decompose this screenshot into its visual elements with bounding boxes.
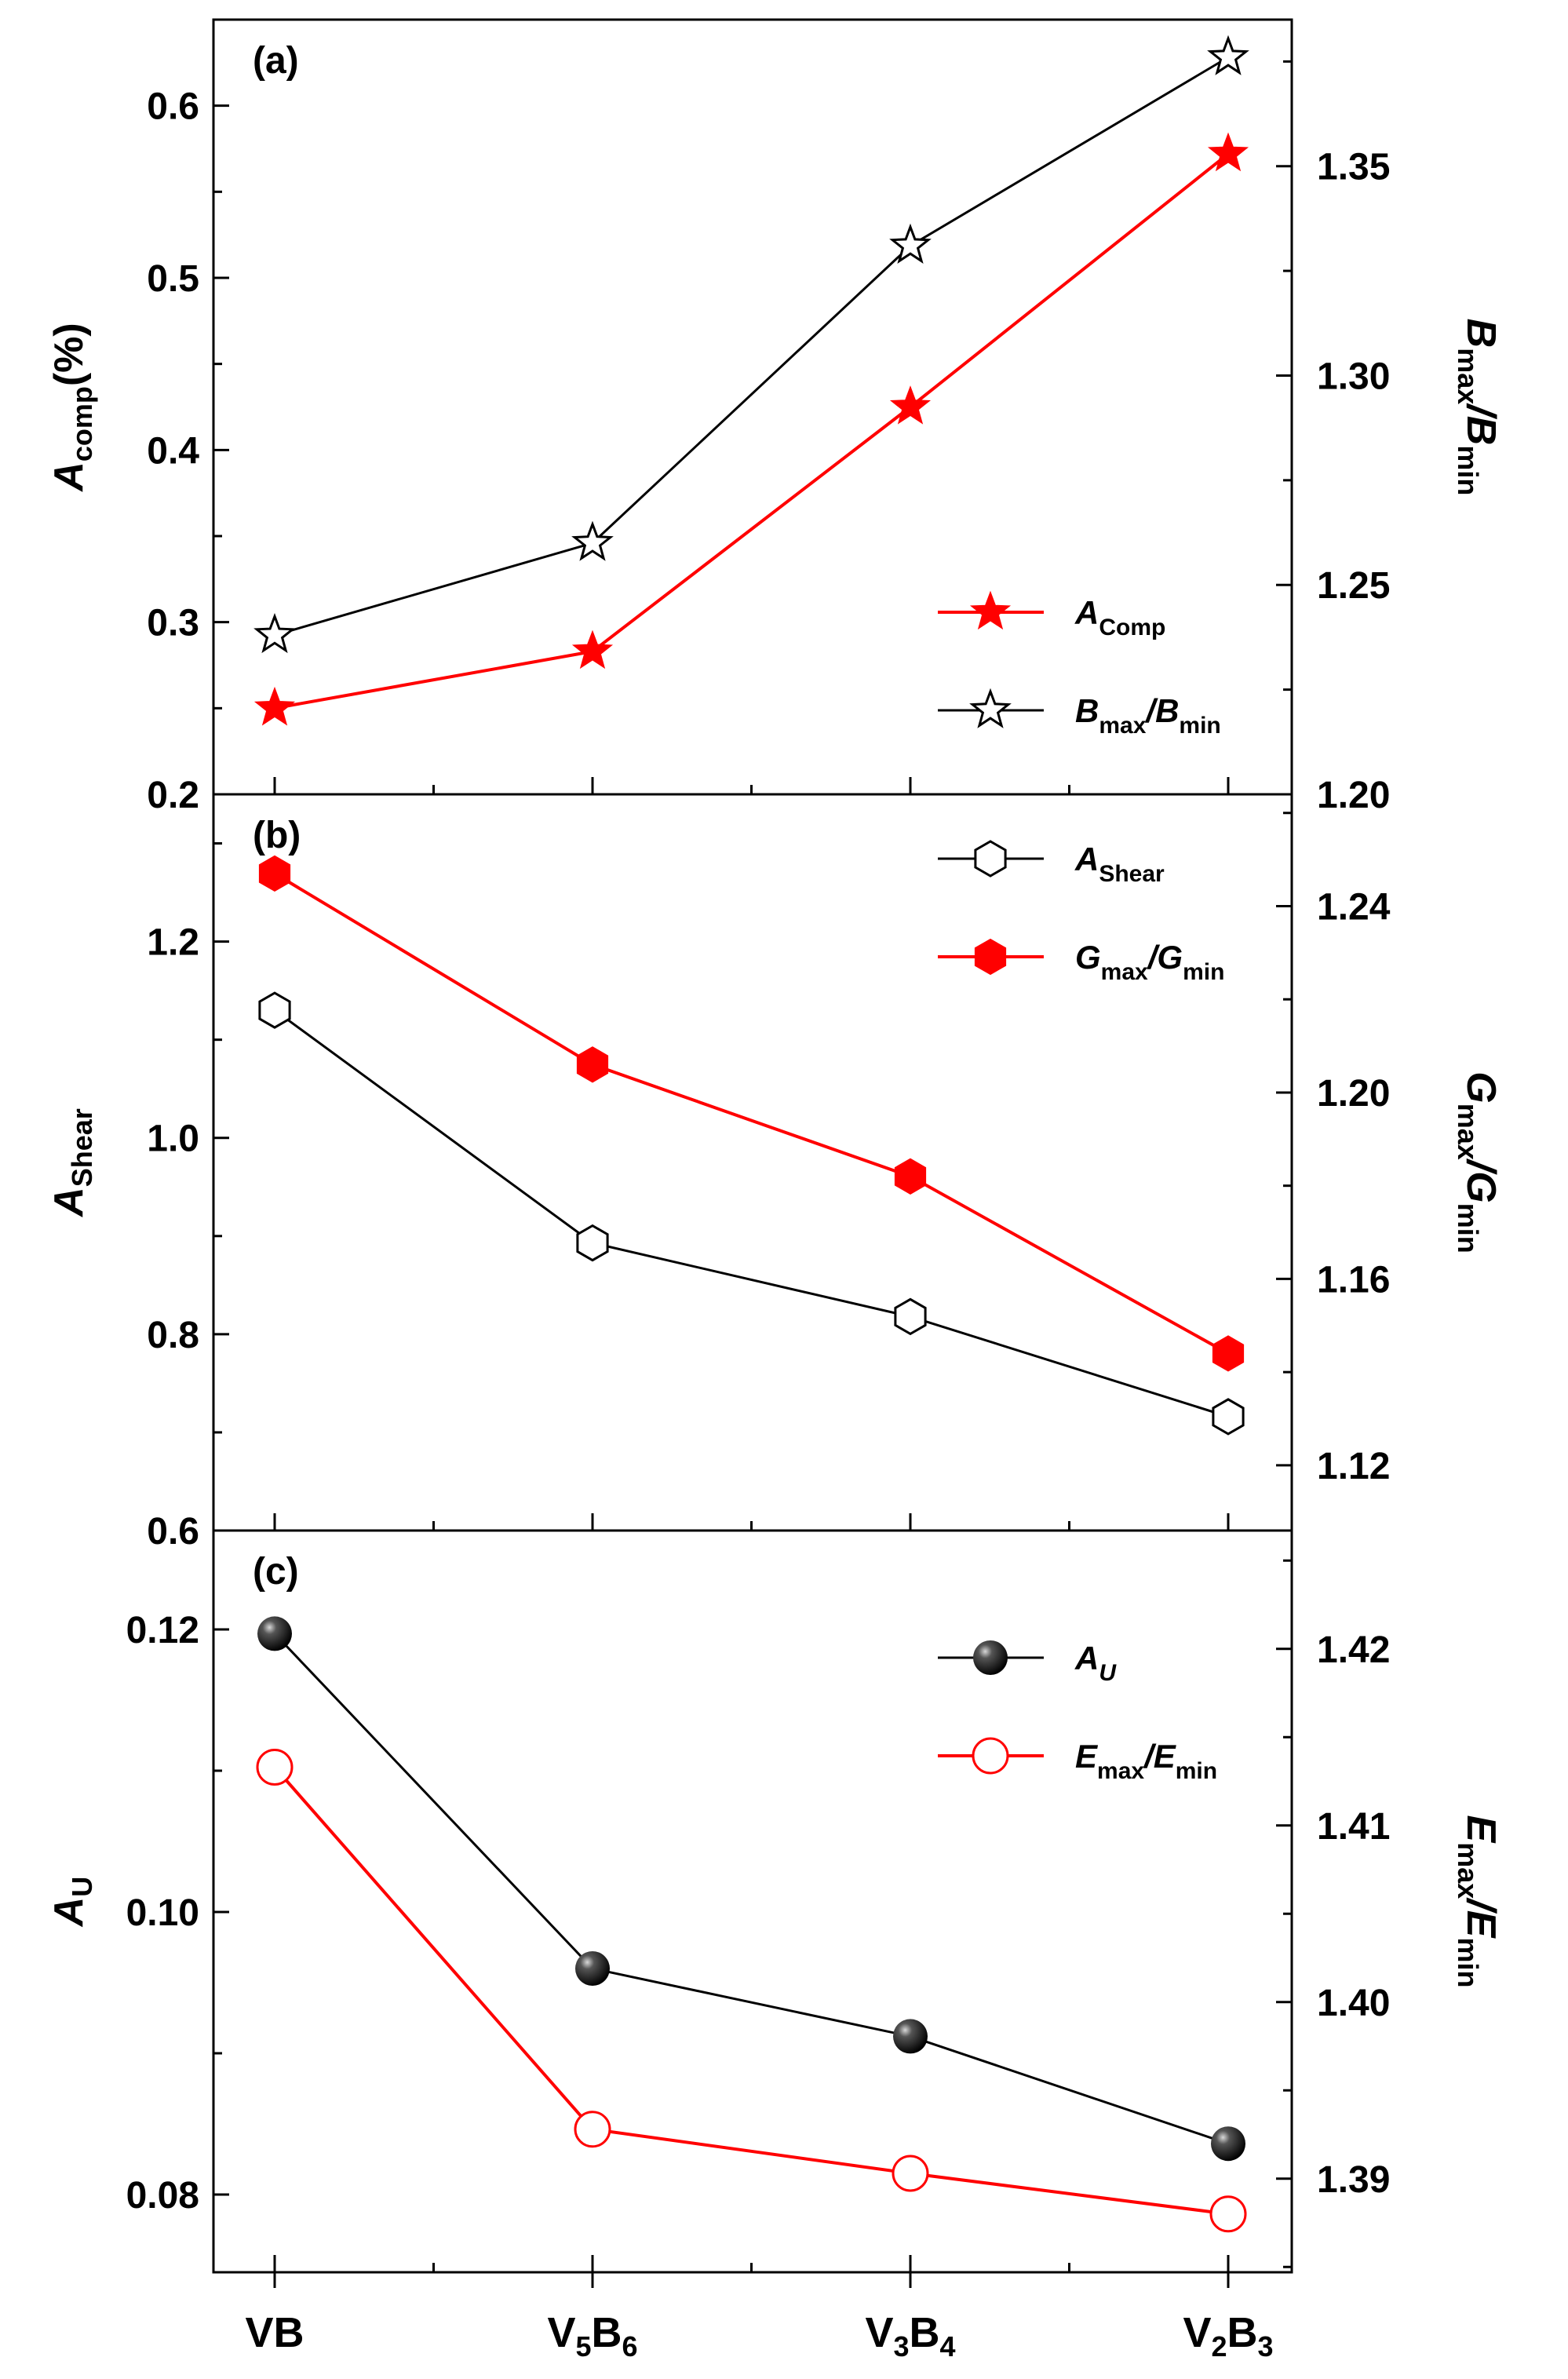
data-point <box>258 991 291 1029</box>
data-point <box>258 855 291 892</box>
left-tick-label: 1.0 <box>147 1118 199 1160</box>
right-tick-label: 1.25 <box>1317 565 1390 607</box>
data-point <box>892 2155 929 2192</box>
data-point <box>893 2019 928 2054</box>
left-tick-label: 0.2 <box>147 775 199 816</box>
series-line <box>274 152 1230 710</box>
right-tick-label: 1.12 <box>1317 1446 1390 1487</box>
data-point <box>574 2111 611 2148</box>
right-tick-label: 1.35 <box>1317 147 1390 188</box>
data-point <box>253 613 296 654</box>
right-tick-label: 1.20 <box>1317 775 1390 816</box>
data-point <box>571 629 614 670</box>
category-label: V3B4 <box>865 2309 955 2363</box>
panel-label: (a) <box>253 40 299 82</box>
right-tick-label: 1.40 <box>1317 1983 1390 2024</box>
legend-label: AU <box>1074 1640 1117 1686</box>
legend-marker <box>974 938 1007 976</box>
left-tick-label: 0.4 <box>147 430 199 472</box>
legend-marker <box>973 1640 1008 1675</box>
data-point <box>257 1616 292 1651</box>
right-tick-label: 1.30 <box>1317 356 1390 397</box>
plot-frame <box>212 18 1293 796</box>
left-tick-label: 0.5 <box>147 258 199 300</box>
left-tick-label: 0.10 <box>126 1892 199 1934</box>
category-label: V2B3 <box>1183 2309 1273 2363</box>
right-tick-label: 1.24 <box>1317 886 1391 928</box>
panel-c: 0.08 0.10 0.12 1.39 1.40 1.41 1.42 (c) AU Emax/Em… <box>46 1529 1504 2274</box>
data-point <box>575 1951 610 1986</box>
data-point <box>894 1297 927 1336</box>
right-tick-label: 1.42 <box>1317 1629 1390 1671</box>
category-label: VB <box>245 2309 304 2356</box>
right-tick-label: 1.41 <box>1317 1806 1390 1848</box>
panel-label: (b) <box>253 815 301 856</box>
legend-marker <box>972 1737 1009 1775</box>
left-tick-label: 1.2 <box>147 922 199 964</box>
data-point <box>1209 2195 1247 2233</box>
plot-frame <box>212 793 1293 1532</box>
legend-marker <box>974 840 1007 878</box>
series-line <box>273 1633 1229 2145</box>
data-point <box>1212 1335 1245 1372</box>
data-point <box>253 686 296 726</box>
data-point <box>894 1158 927 1195</box>
panel-b: 0.6 0.8 1.0 1.2 1.12 1.16 1.20 1.24 (b) AShear Gma… <box>46 793 1504 1553</box>
data-point <box>576 1224 609 1262</box>
panel-a: 0.2 0.3 0.4 0.5 0.6 1.20 1.25 1.30 1.35 (a) Acomp(… <box>46 18 1504 816</box>
left-tick-label: 0.6 <box>147 86 199 128</box>
right-tick-label: 1.16 <box>1317 1259 1390 1301</box>
series-line <box>274 1009 1229 1418</box>
data-point <box>576 1046 609 1083</box>
right-axis-label: Emax/Emin <box>1452 1815 1504 1988</box>
left-tick-label: 0.3 <box>147 603 199 644</box>
data-point <box>889 385 932 425</box>
data-point <box>889 223 932 264</box>
data-point <box>256 1749 294 1786</box>
right-tick-label: 1.39 <box>1317 2159 1390 2201</box>
legend-label: Gmax/Gmin <box>1075 939 1224 985</box>
right-axis-label: Gmax/Gmin <box>1452 1071 1504 1253</box>
left-tick-label: 0.12 <box>126 1610 199 1651</box>
left-tick-label: 0.8 <box>147 1315 199 1356</box>
left-tick-label: 0.6 <box>147 1511 199 1553</box>
plot-frame <box>212 1529 1293 2274</box>
right-tick-label: 1.20 <box>1317 1073 1390 1115</box>
left-axis-label: AShear <box>46 1108 98 1218</box>
data-point <box>1212 1398 1245 1436</box>
panel-label: (c) <box>253 1551 299 1593</box>
legend-label: Emax/Emin <box>1075 1738 1217 1784</box>
left-axis-label: AU <box>46 1877 98 1928</box>
right-axis-label: Bmax/Bmin <box>1452 319 1504 496</box>
series-line <box>274 56 1229 637</box>
data-point <box>571 520 614 561</box>
data-point <box>1207 35 1249 75</box>
left-tick-label: 0.08 <box>126 2175 199 2217</box>
category-label: V5B6 <box>547 2309 637 2363</box>
legend-label: AComp <box>1074 594 1165 640</box>
legend-marker <box>969 590 1012 630</box>
data-point <box>1211 2126 1245 2162</box>
series-line <box>273 872 1229 1356</box>
legend-marker <box>969 688 1012 728</box>
legend-label: Bmax/Bmin <box>1075 692 1221 739</box>
data-point <box>1207 132 1249 172</box>
legend-label: AShear <box>1074 841 1165 887</box>
left-axis-label: Acomp(%) <box>46 323 98 492</box>
series-line <box>273 1766 1229 2216</box>
